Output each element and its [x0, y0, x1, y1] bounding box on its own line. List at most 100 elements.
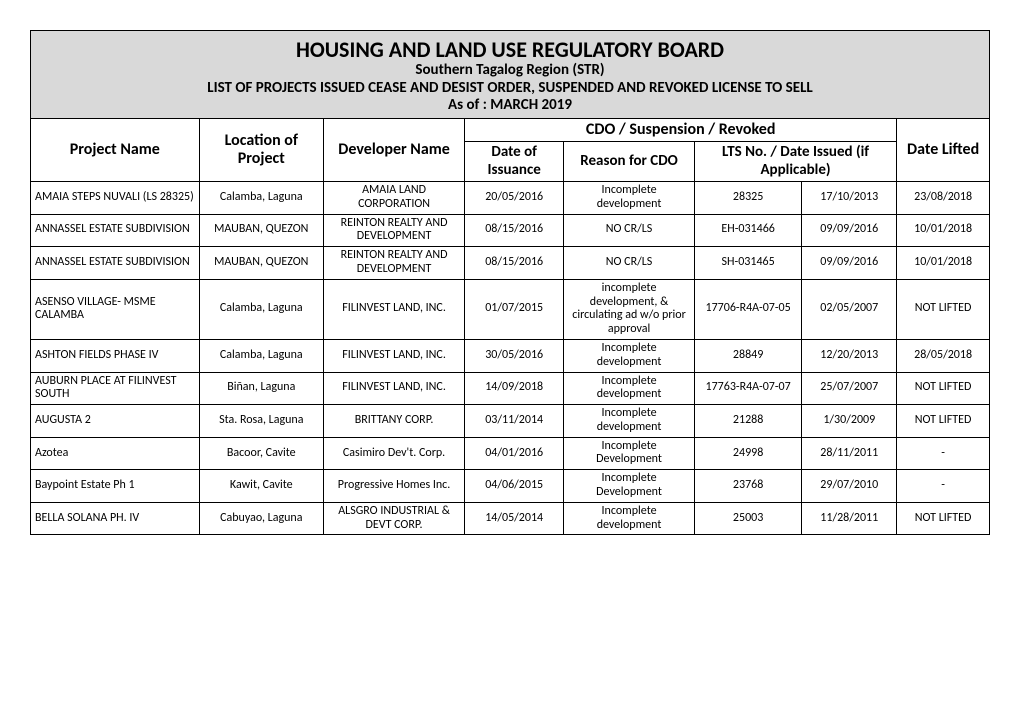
cell-lts-date: 09/09/2016 [802, 247, 897, 280]
col-date-issuance: Date of Issuance [465, 142, 564, 182]
cell-project: ASHTON FIELDS PHASE IV [31, 339, 200, 372]
table-row: Baypoint Estate Ph 1Kawit, CaviteProgres… [31, 470, 990, 503]
cell-lts-no: 28849 [694, 339, 801, 372]
cell-developer: REINTON REALTY AND DEVELOPMENT [323, 247, 464, 280]
col-project-name: Project Name [31, 119, 200, 182]
cell-date-issuance: 30/05/2016 [465, 339, 564, 372]
col-lts-no: LTS No. / Date Issued (if Applicable) [694, 142, 896, 182]
cell-developer: FILINVEST LAND, INC. [323, 339, 464, 372]
cell-project: BELLA SOLANA PH. IV [31, 502, 200, 535]
table-row: AUBURN PLACE AT FILINVEST SOUTHBiñan, La… [31, 372, 990, 405]
cell-lts-no: EH-031466 [694, 214, 801, 247]
cell-lifted: 10/01/2018 [897, 214, 990, 247]
cell-date-issuance: 20/05/2016 [465, 181, 564, 214]
cell-developer: AMAIA LAND CORPORATION [323, 181, 464, 214]
cell-reason: Incomplete Development [564, 437, 695, 470]
projects-table: HOUSING AND LAND USE REGULATORY BOARD So… [30, 30, 990, 535]
cell-lts-no: 28325 [694, 181, 801, 214]
cell-lifted: 23/08/2018 [897, 181, 990, 214]
cell-project: AUGUSTA 2 [31, 405, 200, 438]
cell-location: Sta. Rosa, Laguna [199, 405, 323, 438]
cell-lifted: 28/05/2018 [897, 339, 990, 372]
table-row: ASENSO VILLAGE- MSME CALAMBACalamba, Lag… [31, 279, 990, 339]
cell-lts-no: 25003 [694, 502, 801, 535]
cell-lts-date: 25/07/2007 [802, 372, 897, 405]
table-row: ASHTON FIELDS PHASE IVCalamba, LagunaFIL… [31, 339, 990, 372]
cell-date-issuance: 04/06/2015 [465, 470, 564, 503]
col-location: Location of Project [199, 119, 323, 182]
cell-reason: NO CR/LS [564, 247, 695, 280]
cell-reason: Incomplete development [564, 405, 695, 438]
cell-lts-date: 09/09/2016 [802, 214, 897, 247]
cell-lts-date: 11/28/2011 [802, 502, 897, 535]
cell-lts-no: 17706-R4A-07-05 [694, 279, 801, 339]
table-row: ANNASSEL ESTATE SUBDIVISIONMAUBAN, QUEZO… [31, 214, 990, 247]
list-description: LIST OF PROJECTS ISSUED CEASE AND DESIST… [35, 80, 985, 97]
cell-lifted: NOT LIFTED [897, 372, 990, 405]
report-sheet: HOUSING AND LAND USE REGULATORY BOARD So… [30, 30, 990, 535]
cell-project: ANNASSEL ESTATE SUBDIVISION [31, 214, 200, 247]
col-date-lifted: Date Lifted [897, 119, 990, 182]
cell-developer: Casimiro Dev't. Corp. [323, 437, 464, 470]
col-developer: Developer Name [323, 119, 464, 182]
cell-reason: NO CR/LS [564, 214, 695, 247]
cell-location: Cabuyao, Laguna [199, 502, 323, 535]
cell-reason: Incomplete development [564, 372, 695, 405]
cell-project: Baypoint Estate Ph 1 [31, 470, 200, 503]
cell-developer: Progressive Homes Inc. [323, 470, 464, 503]
cell-lifted: - [897, 437, 990, 470]
cell-project: Azotea [31, 437, 200, 470]
cell-date-issuance: 14/09/2018 [465, 372, 564, 405]
table-row: ANNASSEL ESTATE SUBDIVISIONMAUBAN, QUEZO… [31, 247, 990, 280]
cell-date-issuance: 03/11/2014 [465, 405, 564, 438]
cell-location: Calamba, Laguna [199, 339, 323, 372]
cell-developer: FILINVEST LAND, INC. [323, 372, 464, 405]
cell-lifted: 10/01/2018 [897, 247, 990, 280]
cell-reason: Incomplete development [564, 339, 695, 372]
cell-lts-no: 24998 [694, 437, 801, 470]
cell-lts-date: 17/10/2013 [802, 181, 897, 214]
cell-location: Calamba, Laguna [199, 181, 323, 214]
cell-lifted: NOT LIFTED [897, 279, 990, 339]
cell-project: ANNASSEL ESTATE SUBDIVISION [31, 247, 200, 280]
cell-location: MAUBAN, QUEZON [199, 247, 323, 280]
cell-date-issuance: 04/01/2016 [465, 437, 564, 470]
title-block: HOUSING AND LAND USE REGULATORY BOARD So… [31, 31, 990, 119]
cell-location: Bacoor, Cavite [199, 437, 323, 470]
cell-reason: Incomplete Development [564, 470, 695, 503]
cell-reason: Incomplete development [564, 502, 695, 535]
cell-lts-date: 28/11/2011 [802, 437, 897, 470]
cell-lts-no: 21288 [694, 405, 801, 438]
table-row: AUGUSTA 2Sta. Rosa, LagunaBRITTANY CORP.… [31, 405, 990, 438]
cell-developer: FILINVEST LAND, INC. [323, 279, 464, 339]
cell-date-issuance: 08/15/2016 [465, 214, 564, 247]
as-of-line: As of : MARCH 2019 [35, 97, 985, 114]
cell-reason: incomplete development, & circulating ad… [564, 279, 695, 339]
cell-project: ASENSO VILLAGE- MSME CALAMBA [31, 279, 200, 339]
cell-lts-date: 29/07/2010 [802, 470, 897, 503]
cell-date-issuance: 08/15/2016 [465, 247, 564, 280]
cell-lifted: NOT LIFTED [897, 405, 990, 438]
col-reason: Reason for CDO [564, 142, 695, 182]
cell-lts-date: 12/20/2013 [802, 339, 897, 372]
table-row: AzoteaBacoor, CaviteCasimiro Dev't. Corp… [31, 437, 990, 470]
cell-location: Kawit, Cavite [199, 470, 323, 503]
cell-project: AUBURN PLACE AT FILINVEST SOUTH [31, 372, 200, 405]
cell-lts-no: 17763-R4A-07-07 [694, 372, 801, 405]
cell-developer: REINTON REALTY AND DEVELOPMENT [323, 214, 464, 247]
cell-location: Calamba, Laguna [199, 279, 323, 339]
cell-location: Biñan, Laguna [199, 372, 323, 405]
region-subtitle: Southern Tagalog Region (STR) [35, 62, 985, 79]
page-title: HOUSING AND LAND USE REGULATORY BOARD [35, 37, 985, 62]
cell-lts-date: 1/30/2009 [802, 405, 897, 438]
cell-lts-date: 02/05/2007 [802, 279, 897, 339]
cell-project: AMAIA STEPS NUVALI (LS 28325) [31, 181, 200, 214]
cell-lts-no: 23768 [694, 470, 801, 503]
cell-lts-no: SH-031465 [694, 247, 801, 280]
cell-developer: ALSGRO INDUSTRIAL & DEVT CORP. [323, 502, 464, 535]
table-row: AMAIA STEPS NUVALI (LS 28325)Calamba, La… [31, 181, 990, 214]
cell-lifted: - [897, 470, 990, 503]
table-row: BELLA SOLANA PH. IVCabuyao, LagunaALSGRO… [31, 502, 990, 535]
cell-reason: Incomplete development [564, 181, 695, 214]
cell-location: MAUBAN, QUEZON [199, 214, 323, 247]
